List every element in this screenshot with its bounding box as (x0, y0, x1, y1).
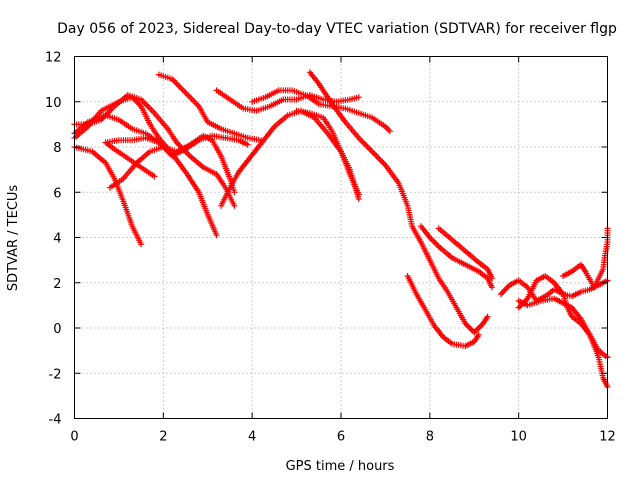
plus-marker-trace (102, 134, 162, 180)
y-tick-label: 10 (45, 96, 62, 111)
plus-marker-trace (249, 87, 393, 135)
series-arc-5 (102, 134, 162, 180)
x-tick-label: 4 (248, 430, 256, 445)
plus-marker-trace (306, 69, 491, 336)
series-arc-10 (249, 87, 393, 135)
series-arc-19 (560, 225, 611, 291)
chart-title: Day 056 of 2023, Sidereal Day-to-day VTE… (57, 21, 617, 37)
plus-marker-trace (107, 132, 238, 196)
plus-marker-trace (293, 107, 362, 198)
data-marks (71, 69, 611, 390)
plus-marker-trace (435, 225, 495, 282)
series-arc-11 (306, 69, 491, 336)
x-axis-label: GPS time / hours (286, 459, 395, 474)
plus-marker-trace (560, 225, 611, 291)
series-arc-4 (71, 94, 220, 239)
series-arc-15 (435, 225, 495, 282)
plus-marker-trace (404, 273, 482, 350)
series-arc-14 (417, 223, 495, 291)
series-arc-7 (155, 71, 265, 144)
x-tick-label: 12 (599, 430, 616, 445)
plus-marker-trace (155, 71, 265, 144)
y-tick-label: -2 (49, 367, 62, 382)
series-arc-9 (218, 107, 362, 209)
series-arc-2 (71, 112, 251, 160)
x-tick-label: 2 (159, 430, 167, 445)
plus-marker-trace (218, 107, 362, 209)
y-tick-label: 6 (53, 186, 61, 201)
y-axis-label: SDTVAR / TECUs (6, 185, 21, 292)
x-tick-label: 0 (70, 430, 78, 445)
y-tick-label: -4 (49, 413, 62, 428)
x-tick-label: 6 (337, 430, 345, 445)
series-arc-12 (293, 107, 362, 198)
x-tick-label: 8 (426, 430, 434, 445)
y-tick-label: 8 (53, 141, 61, 156)
axis-ticks: 0 2 4 6 8 10 12 -4 -2 0 2 4 6 8 10 12 (45, 51, 616, 445)
plus-marker-trace (71, 94, 220, 239)
plus-marker-trace (417, 223, 495, 291)
y-tick-label: 0 (53, 322, 61, 337)
x-tick-label: 10 (510, 430, 527, 445)
y-tick-label: 2 (53, 277, 61, 292)
series-arc-13 (404, 273, 482, 350)
series-arc-6 (107, 132, 238, 196)
plus-marker-trace (71, 112, 251, 160)
y-tick-label: 12 (45, 51, 62, 66)
y-tick-label: 4 (53, 232, 61, 247)
